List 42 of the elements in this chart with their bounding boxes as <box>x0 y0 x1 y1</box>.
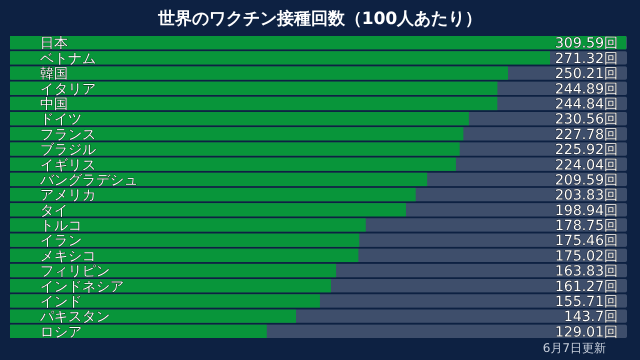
data-label: 175.02回 <box>555 248 618 264</box>
y-tick-label: フィリピン <box>40 264 110 280</box>
y-tick-label: 日本 <box>40 36 68 52</box>
chart-title: 世界のワクチン接種回数（100人あたり） <box>156 9 482 29</box>
y-tick-label: フランス <box>40 126 96 143</box>
data-label: 178.75回 <box>555 218 618 234</box>
y-tick-label: バングラデシュ <box>39 172 138 188</box>
data-label: 271.32回 <box>555 50 618 67</box>
y-tick-label: ベトナム <box>40 50 96 67</box>
data-label: 129.01回 <box>555 324 618 340</box>
data-label: 225.92回 <box>555 142 618 158</box>
y-tick-label: ロシア <box>40 324 82 340</box>
data-label: 163.83回 <box>555 264 618 280</box>
data-label: 155.71回 <box>555 294 618 310</box>
y-tick-label: イギリス <box>40 157 96 174</box>
y-tick-label: 中国 <box>40 96 68 112</box>
data-label: 244.84回 <box>555 96 618 112</box>
y-tick-label: ドイツ <box>40 112 82 128</box>
y-tick-label: イラン <box>40 233 82 250</box>
data-label: 227.78回 <box>555 126 618 143</box>
y-tick-label: インドネシア <box>40 278 124 295</box>
data-label: 203.83回 <box>555 188 618 204</box>
text: 6月7日更新 <box>542 341 606 355</box>
y-tick-label: ブラジル <box>40 142 96 158</box>
y-tick-label: イタリア <box>40 81 96 98</box>
data-label: 175.46回 <box>555 233 618 250</box>
y-tick-label: トルコ <box>40 218 82 234</box>
data-label: 224.04回 <box>555 157 618 174</box>
y-tick-label: メキシコ <box>40 248 96 264</box>
y-tick-label: タイ <box>40 202 68 219</box>
data-label: 209.59回 <box>555 172 618 188</box>
data-label: 161.27回 <box>555 278 618 295</box>
data-label: 143.7回 <box>564 309 618 326</box>
data-label: 244.89回 <box>555 81 618 98</box>
data-label: 250.21回 <box>555 66 618 82</box>
y-tick-label: パキスタン <box>39 309 110 326</box>
data-label: 309.59回 <box>555 36 618 52</box>
data-label: 198.94回 <box>555 202 618 219</box>
y-tick-label: インド <box>40 294 82 310</box>
data-label: 230.56回 <box>555 112 618 128</box>
y-tick-label: 韓国 <box>40 66 68 82</box>
y-tick-label: アメリカ <box>40 188 96 204</box>
